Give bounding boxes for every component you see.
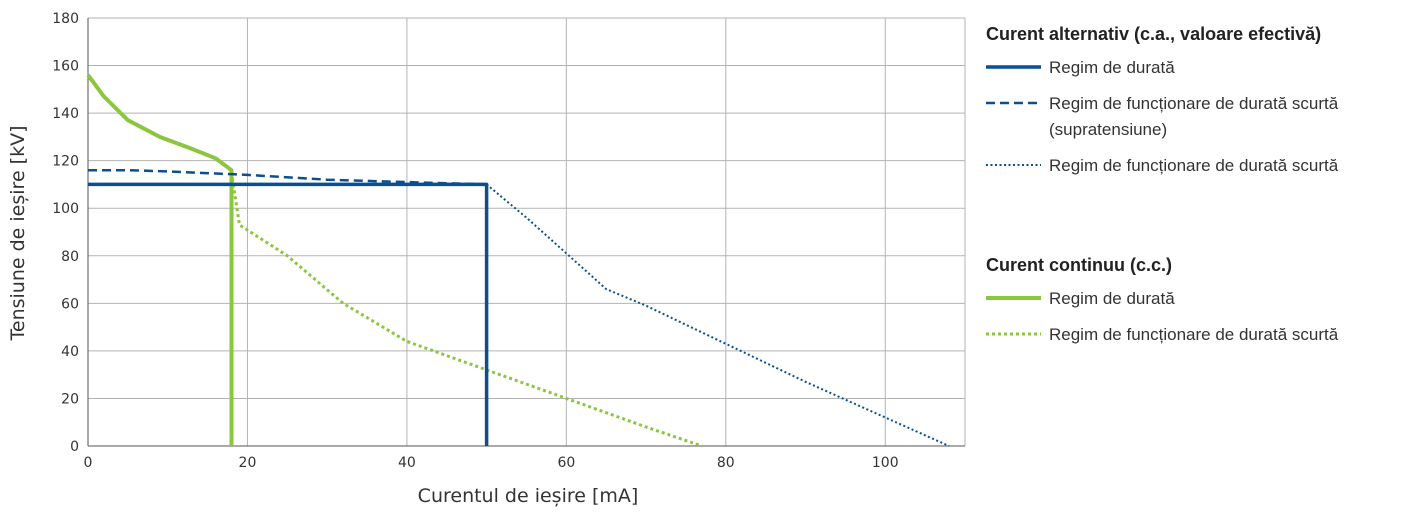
chart-legend: Curent alternativ (c.a., valoare efectiv… <box>986 24 1339 344</box>
x-tick-label: 60 <box>557 455 575 471</box>
y-tick-label: 140 <box>52 106 79 122</box>
series-ac-dashed <box>88 168 487 186</box>
y-tick-label: 20 <box>61 391 79 407</box>
legend-label: Regim de durată <box>1049 58 1175 77</box>
x-tick-label: 40 <box>398 455 416 471</box>
y-tick-label: 80 <box>61 249 79 265</box>
legend-title-dc: Curent continuu (c.c.) <box>986 255 1172 275</box>
y-tick-label: 100 <box>52 201 79 217</box>
series-dc-dotted <box>230 172 703 448</box>
legend-title-ac: Curent alternativ (c.a., valoare efectiv… <box>986 24 1321 44</box>
x-tick-label: 0 <box>84 455 93 471</box>
y-tick-label: 180 <box>52 11 79 27</box>
x-tick-label: 80 <box>717 455 735 471</box>
series-dc-solid <box>86 73 234 446</box>
series-ac-solid <box>88 182 489 446</box>
x-tick-label: 100 <box>872 455 899 471</box>
y-tick-label: 120 <box>52 154 79 170</box>
legend-label: (supratensiune) <box>1049 120 1167 139</box>
y-tick-label: 40 <box>61 344 79 360</box>
legend-label: Regim de funcționare de durată scurtă <box>1049 156 1339 175</box>
x-axis-label: Curentul de ieșire [mA] <box>418 485 639 507</box>
series-ac-dotted <box>485 183 950 447</box>
legend-label: Regim de funcționare de durată scurtă <box>1049 325 1339 344</box>
y-tick-label: 0 <box>70 439 79 455</box>
y-tick-label: 160 <box>52 59 79 75</box>
y-axis-label: Tensiune de ieșire [kV] <box>7 126 29 342</box>
y-tick-label: 60 <box>61 296 79 312</box>
chart-tick-labels: 0 20 40 60 80 100 0 20 40 60 80 100 120 140 160 180 <box>52 11 898 471</box>
legend-label: Regim de durată <box>1049 289 1175 308</box>
chart-series <box>86 73 950 448</box>
x-tick-label: 20 <box>239 455 257 471</box>
chart-grid <box>87 17 966 447</box>
legend-label: Regim de funcționare de durată scurtă <box>1049 94 1339 113</box>
